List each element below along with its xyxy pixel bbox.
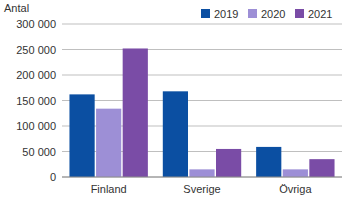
bar bbox=[96, 109, 121, 177]
x-tick-label: Finland bbox=[91, 183, 127, 195]
legend-swatch bbox=[201, 9, 210, 18]
y-tick-label: 0 bbox=[50, 171, 56, 183]
grid bbox=[62, 24, 342, 177]
bar bbox=[69, 94, 94, 177]
y-axis-label: Antal bbox=[4, 2, 29, 14]
legend-label: 2021 bbox=[308, 8, 332, 20]
legend-label: 2019 bbox=[214, 8, 238, 20]
grid-line bbox=[62, 75, 342, 76]
bar bbox=[123, 48, 148, 177]
chart-svg: 0 50 000 100 000 150 000 200 000 250 000 300 0… bbox=[0, 0, 352, 208]
x-tick-label: Sverige bbox=[183, 183, 220, 195]
legend-swatch bbox=[295, 9, 304, 18]
legend-swatch bbox=[248, 9, 257, 18]
legend: 2019 2020 2021 bbox=[201, 8, 332, 20]
y-tick-label: 300 000 bbox=[16, 18, 56, 30]
bar bbox=[256, 147, 281, 177]
grid-line bbox=[62, 177, 342, 178]
grid-line bbox=[62, 24, 342, 25]
bar bbox=[309, 159, 334, 177]
bars bbox=[69, 48, 334, 177]
bar bbox=[163, 91, 188, 177]
legend-label: 2020 bbox=[261, 8, 285, 20]
bar bbox=[283, 169, 308, 177]
y-tick-label: 200 000 bbox=[16, 69, 56, 81]
bar bbox=[189, 169, 214, 177]
y-tick-label: 50 000 bbox=[22, 146, 56, 158]
x-axis-line bbox=[62, 177, 342, 178]
y-tick-label: 150 000 bbox=[16, 95, 56, 107]
y-tick-label: 100 000 bbox=[16, 120, 56, 132]
x-tick-label: Övriga bbox=[279, 183, 312, 195]
grid-line bbox=[62, 100, 342, 101]
grid-line bbox=[62, 49, 342, 50]
bar bbox=[216, 149, 241, 177]
y-tick-label: 250 000 bbox=[16, 44, 56, 56]
chart-container: 0 50 000 100 000 150 000 200 000 250 000 300 0… bbox=[0, 0, 352, 208]
